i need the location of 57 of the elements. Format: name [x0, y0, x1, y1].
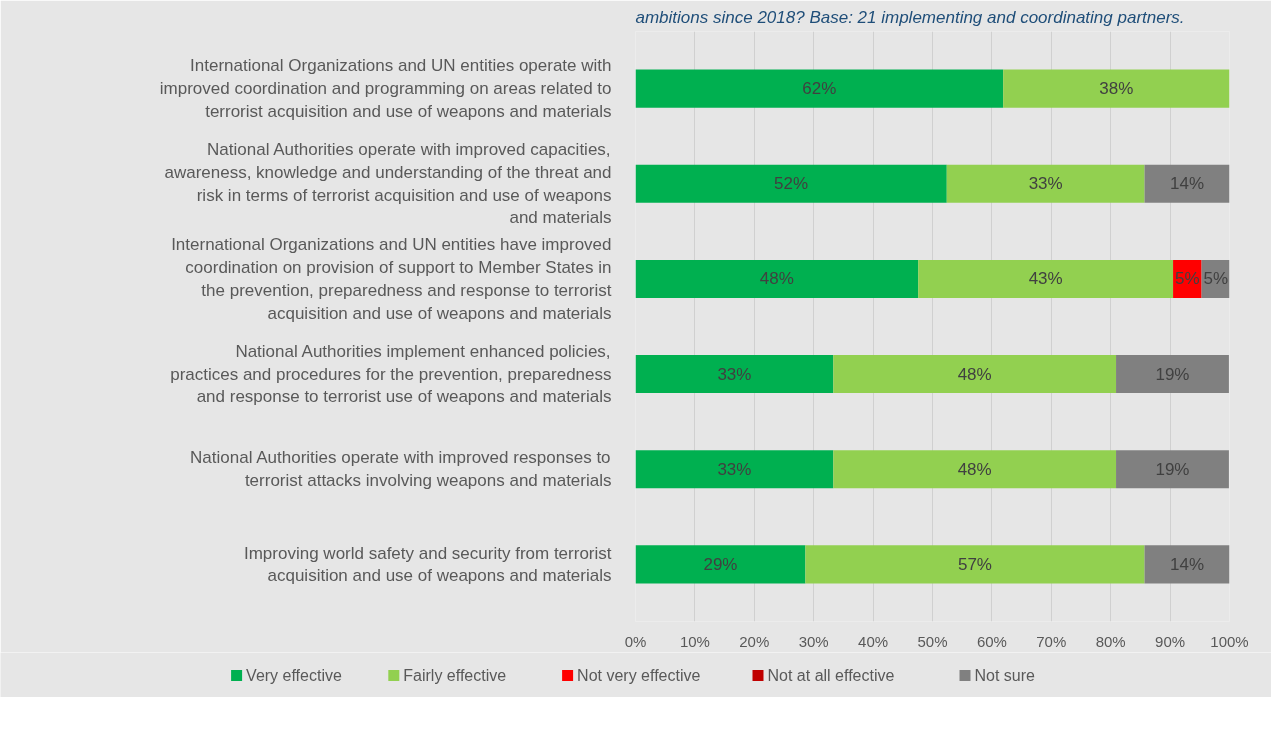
bar — [1144, 545, 1230, 584]
legend-label: Not very effective — [577, 667, 701, 684]
legend-label: Fairly effective — [403, 667, 507, 684]
y-tick-label: National Authorities operate with improved responses to terrorist attacks involving weapons and materials — [190, 448, 612, 491]
x-tick-label: 10% — [679, 632, 710, 650]
bar — [635, 69, 1004, 108]
data-label: 48% — [759, 269, 794, 289]
data-label: 33% — [717, 364, 752, 384]
x-tick-label: 40% — [858, 632, 889, 650]
x-tick-label: 30% — [798, 632, 829, 650]
data-label: 5% — [1203, 269, 1229, 289]
data-label: 62% — [802, 79, 837, 99]
x-tick-label: 90% — [1155, 632, 1186, 650]
y-tick-label: National Authorities implement enhanced policies, practices and procedures for the prevention, preparedness and response to terrorist use of weapons and materials — [170, 341, 612, 407]
bar — [1116, 355, 1229, 394]
data-label: 33% — [717, 459, 752, 479]
legend-label: Not at all effective — [767, 667, 895, 684]
bar — [635, 545, 806, 584]
bar — [805, 545, 1145, 584]
data-label: 14% — [1170, 554, 1205, 574]
bar — [635, 259, 919, 298]
x-tick-label: 100% — [1210, 632, 1249, 650]
data-label: 48% — [957, 459, 992, 479]
bar — [1003, 69, 1230, 108]
y-tick-label: Improving world safety and security from terrorist acquisition and use of weapons and materials — [243, 543, 612, 586]
x-tick-label: 50% — [917, 632, 948, 650]
x-tick-label: 0% — [624, 632, 647, 650]
data-label: 38% — [1099, 79, 1134, 99]
bar — [635, 355, 834, 394]
y-tick-label: National Authorities operate with improved capacities, awareness, knowledge and understanding of the threat and risk in terms of terrorist acquisition and use of weapons and materials — [164, 140, 612, 228]
data-label: 29% — [703, 554, 738, 574]
bar — [1116, 450, 1229, 489]
data-label: 14% — [1170, 174, 1205, 194]
bar — [1144, 164, 1230, 203]
data-label: 43% — [1028, 269, 1063, 289]
bar — [946, 164, 1145, 203]
y-tick-label: International Organizations and UN entities have improved coordination on provision of support to Member States in the prevention, preparedness and response to terrorist acquisition and use of weapons and materials — [171, 235, 612, 323]
bar — [918, 259, 1174, 298]
data-label: 19% — [1155, 459, 1190, 479]
bar — [635, 450, 834, 489]
data-label: 52% — [774, 174, 809, 194]
data-label: 33% — [1028, 174, 1063, 194]
y-tick-label: International Organizations and UN entities operate with improved coordination and programming on areas related to terrorist acquisition and use of weapons and materials — [159, 56, 612, 121]
legend-label: Very effective — [246, 667, 342, 684]
data-label: 19% — [1155, 364, 1190, 384]
x-tick-label: 70% — [1036, 632, 1067, 650]
bar — [833, 450, 1117, 489]
bar — [833, 355, 1117, 394]
x-tick-label: 20% — [739, 632, 770, 650]
data-label: 57% — [957, 554, 992, 574]
data-label: 48% — [957, 364, 992, 384]
bar — [635, 164, 947, 203]
chart-subtitle: ambitions since 2018? Base: 21 implementing and coordinating partners. — [635, 7, 1185, 27]
x-tick-label: 60% — [976, 632, 1007, 650]
data-label: 5% — [1175, 269, 1200, 289]
x-tick-label: 80% — [1095, 632, 1126, 650]
legend-label: Not sure — [974, 667, 1036, 684]
